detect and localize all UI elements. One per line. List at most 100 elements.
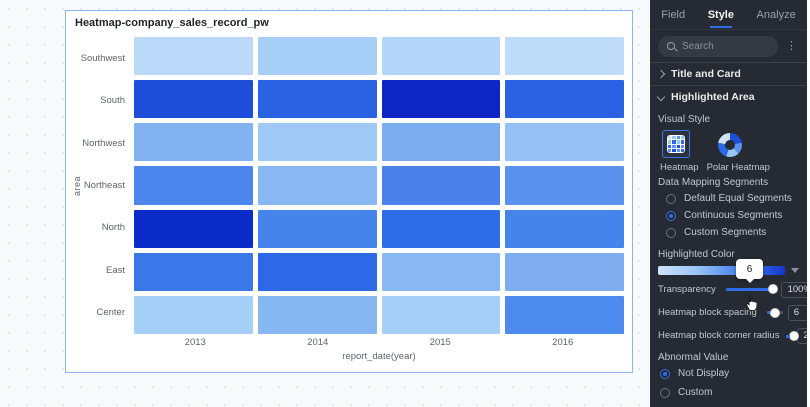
tab-style[interactable]: Style: [706, 2, 736, 28]
transparency-row: Transparency 100%: [650, 279, 810, 300]
window-edge: [807, 0, 810, 407]
x-axis-tick: 2013: [184, 337, 206, 348]
transparency-label: Transparency: [658, 284, 716, 295]
heatmap-cell-North-2014[interactable]: [257, 209, 377, 248]
heatmap-cell-East-2013[interactable]: [134, 252, 253, 291]
x-axis-tick: 2015: [429, 337, 451, 348]
y-axis-title: area: [72, 175, 83, 196]
x-axis-title: report_date(year): [342, 351, 416, 362]
highlighted-color-label: Highlighted Color: [658, 249, 735, 260]
radio-icon: [666, 193, 676, 204]
visual-style-option-labels: Heatmap Polar Heatmap: [660, 162, 770, 173]
chart-body: area Southwest South Northwest Northeast Nor…: [70, 37, 624, 366]
radio-icon: [660, 387, 670, 398]
transparency-value[interactable]: 100%: [780, 281, 810, 298]
x-axis-labels: 2013 2014 2015 2016: [134, 334, 624, 351]
chart-title: Heatmap-company_sales_record_pw: [75, 17, 269, 29]
heatmap-cell-Center-2013[interactable]: [134, 295, 253, 334]
heatmap-cell-Center-2016[interactable]: [505, 295, 624, 334]
search-input[interactable]: Search: [658, 36, 778, 57]
block-spacing-label: Heatmap block spacing: [658, 307, 757, 318]
heatmap-cell-Northwest-2015[interactable]: [381, 123, 501, 162]
radio-icon: [666, 210, 676, 221]
y-axis-tick: North: [101, 222, 125, 234]
radio-continuous-segments[interactable]: Continuous Segments: [650, 207, 807, 224]
heatmap-cell-Center-2014[interactable]: [257, 295, 377, 334]
transparency-slider[interactable]: [725, 284, 778, 294]
visual-style-heatmap[interactable]: [662, 130, 690, 158]
divider: [650, 85, 807, 86]
visual-style-label: Visual Style: [658, 114, 711, 125]
tab-analyze[interactable]: Analyze: [756, 8, 796, 21]
heatmap-cell-South-2015[interactable]: [381, 80, 501, 119]
section-title-and-card[interactable]: Title and Card: [650, 63, 807, 85]
slider-tooltip: 6: [736, 259, 763, 283]
heatmap-cell-South-2014[interactable]: [257, 80, 377, 119]
slider-knob[interactable]: [767, 284, 778, 294]
heatmap-cell-Southwest-2013[interactable]: [134, 37, 253, 76]
y-axis-tick: East: [105, 264, 125, 276]
heatmap-cell-Northeast-2015[interactable]: [381, 166, 501, 205]
visual-style-options: [650, 127, 807, 158]
corner-radius-label: Heatmap block corner radius: [658, 330, 780, 341]
heatmap-cell-South-2013[interactable]: [134, 80, 253, 119]
color-gradient-picker[interactable]: [658, 266, 785, 275]
corner-radius-slider[interactable]: [786, 330, 800, 341]
block-spacing-slider[interactable]: [766, 307, 783, 318]
heatmap-cell-Northwest-2013[interactable]: [134, 123, 253, 162]
abnormal-value-label: Abnormal Value: [658, 352, 729, 363]
y-axis-tick: Northwest: [82, 137, 125, 149]
divider: [650, 62, 807, 63]
y-axis-tick: Southwest: [80, 52, 125, 64]
style-panel: Field Style Analyze Search ⋮ Title and C…: [650, 0, 810, 407]
heatmap-cell-East-2016[interactable]: [505, 252, 624, 291]
x-axis-tick: 2016: [552, 337, 574, 348]
chart-card[interactable]: Heatmap-company_sales_record_pw area Sou…: [65, 10, 633, 373]
y-axis-tick: Center: [96, 307, 125, 319]
heatmap-cell-Center-2015[interactable]: [381, 295, 501, 334]
heatmap-cell-North-2013[interactable]: [134, 209, 253, 248]
block-spacing-row: Heatmap block spacing 6 px: [650, 302, 810, 323]
data-mapping-label: Data Mapping Segments: [658, 177, 769, 188]
radio-not-display[interactable]: Not Display: [650, 365, 807, 382]
dropdown-caret-icon[interactable]: [791, 268, 799, 273]
heatmap-cell-Southwest-2016[interactable]: [505, 37, 624, 76]
x-axis-tick: 2014: [307, 337, 329, 348]
search-placeholder: Search: [682, 41, 714, 52]
y-axis-tick: South: [100, 95, 125, 107]
heatmap-cell-East-2014[interactable]: [257, 252, 377, 291]
radio-default-equal-segments[interactable]: Default Equal Segments: [650, 190, 807, 207]
radio-custom[interactable]: Custom: [650, 384, 807, 401]
search-icon: [667, 42, 676, 51]
polar-heatmap-icon: [718, 133, 742, 157]
heatmap-cell-Northeast-2016[interactable]: [505, 166, 624, 205]
heatmap-cell-Southwest-2015[interactable]: [381, 37, 501, 76]
panel-tabs: Field Style Analyze: [650, 0, 807, 30]
search-row: Search ⋮: [650, 30, 807, 62]
heatmap-cell-Northwest-2016[interactable]: [505, 123, 624, 162]
heatmap-cell-North-2015[interactable]: [381, 209, 501, 248]
section-highlighted-area[interactable]: Highlighted Area: [650, 86, 807, 108]
heatmap-icon: [667, 135, 685, 153]
y-axis-tick: Northeast: [83, 179, 125, 191]
chevron-down-icon: [656, 92, 666, 102]
heatmap-cell-North-2016[interactable]: [505, 209, 624, 248]
radio-custom-segments[interactable]: Custom Segments: [650, 224, 807, 241]
slider-knob[interactable]: [769, 307, 780, 318]
hand-cursor-icon: [746, 295, 758, 311]
more-options-icon[interactable]: ⋮: [786, 40, 797, 52]
visual-style-polar-heatmap[interactable]: [716, 130, 744, 158]
tab-field[interactable]: Field: [661, 8, 686, 21]
heatmap-cell-East-2015[interactable]: [381, 252, 501, 291]
heatmap-grid: [134, 37, 624, 334]
highlighted-color-row: [650, 262, 807, 277]
heatmap-cell-Southwest-2014[interactable]: [257, 37, 377, 76]
heatmap-cell-Northwest-2014[interactable]: [257, 123, 377, 162]
radio-icon: [666, 227, 676, 238]
chevron-right-icon: [656, 69, 666, 79]
heatmap-cell-South-2016[interactable]: [505, 80, 624, 119]
heatmap-cell-Northeast-2013[interactable]: [134, 166, 253, 205]
heatmap-cell-Northeast-2014[interactable]: [257, 166, 377, 205]
corner-radius-row: Heatmap block corner radius 2 px: [650, 325, 810, 346]
